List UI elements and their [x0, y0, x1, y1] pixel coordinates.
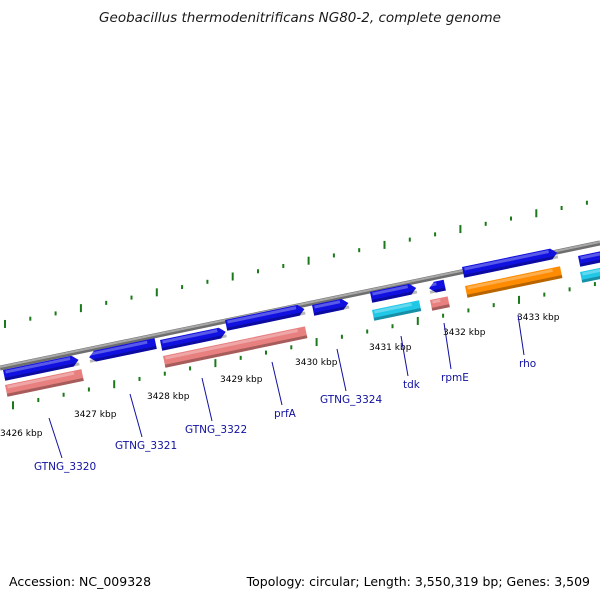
feature-body	[370, 283, 417, 303]
feature-body	[3, 355, 79, 381]
gene-label-prfA: prfA	[274, 408, 297, 420]
feature-body	[312, 298, 349, 316]
feature-track	[3, 248, 600, 397]
feature-rpmE	[429, 279, 446, 294]
feature-body	[372, 300, 422, 321]
feature-body	[429, 279, 446, 293]
feature-shade	[226, 311, 306, 331]
gene-labels: GTNG_3320 GTNG_3321 GTNG_3322 prfA GTNG_3324…	[34, 314, 536, 473]
feature-prfA-rna	[163, 326, 308, 368]
feature-GTNG_3321	[89, 338, 157, 363]
feature-highlight	[430, 282, 437, 287]
leader-line-prfA	[271, 361, 283, 406]
feature-highlight	[7, 371, 75, 389]
feature-body	[578, 251, 600, 267]
feature-rho	[462, 248, 559, 278]
feature-highlight	[374, 302, 412, 314]
feature-shade	[6, 377, 84, 397]
feature-highlight	[314, 300, 341, 309]
gene-label-tdk: tdk	[403, 379, 421, 391]
feature-shade	[89, 345, 157, 363]
feature-rpmE-rna	[430, 296, 450, 311]
leader-line-rho	[517, 314, 525, 356]
feature-highlight	[162, 329, 218, 344]
leader-line-GTNG_3324	[336, 348, 347, 392]
feature-GTNG_3322	[160, 327, 227, 351]
feature-highlight	[464, 250, 549, 271]
feature-body	[462, 248, 558, 278]
scale-label-3426: 3426 kbp	[0, 429, 43, 439]
gene-label-GTNG_3324: GTNG_3324	[320, 394, 382, 406]
feature-shade	[463, 255, 559, 278]
leader-line-GTNG_3321	[129, 393, 143, 438]
feature-rho-feature	[465, 266, 563, 298]
feature-highlight	[582, 268, 600, 276]
scale-label-3431: 3431 kbp	[369, 343, 412, 353]
feature-body	[430, 296, 450, 311]
feature-shade	[431, 304, 450, 311]
leader-line-rpmE	[443, 322, 452, 370]
leader-line-GTNG_3322	[201, 377, 213, 422]
scale-label-3428: 3428 kbp	[147, 392, 190, 402]
feature-shade	[466, 275, 563, 298]
feature-next-cds	[578, 251, 600, 267]
scale-labels: 3426 kbp 3427 kbp 3428 kbp 3429 kbp 3430 kbp…	[0, 313, 560, 439]
genome-summary-text: Topology: circular; Length: 3,550,319 bp…	[246, 574, 590, 589]
feature-body	[5, 369, 84, 397]
genome-title: Geobacillus thermodenitrificans NG80-2, …	[99, 10, 501, 26]
feature-tdk	[370, 283, 418, 303]
feature-body	[225, 304, 305, 331]
feature-shade	[164, 335, 308, 368]
leader-line-tdk	[400, 335, 409, 377]
feature-shade	[581, 273, 600, 283]
accession-text: Accession: NC_009328	[9, 574, 152, 589]
gene-label-GTNG_3320: GTNG_3320	[34, 461, 96, 473]
scale-label-3429: 3429 kbp	[220, 375, 263, 385]
upper-tick-track	[4, 200, 588, 328]
scale-label-3433: 3433 kbp	[517, 313, 560, 323]
feature-shade	[161, 334, 227, 351]
feature-prfA	[225, 304, 306, 331]
feature-shade	[429, 287, 446, 294]
feature-shade	[371, 290, 418, 303]
gene-label-GTNG_3322: GTNG_3322	[185, 424, 247, 436]
feature-highlight	[165, 329, 298, 360]
feature-body	[160, 327, 226, 351]
feature-shade	[313, 305, 350, 316]
feature-highlight	[467, 268, 553, 290]
feature-body	[580, 265, 600, 283]
feature-next-feature	[580, 265, 600, 283]
feature-shade	[579, 257, 600, 267]
feature-highlight	[227, 306, 297, 324]
feature-tdk-feature	[372, 300, 422, 321]
feature-GTNG_3320	[3, 355, 80, 381]
feature-highlight	[580, 252, 600, 260]
scale-label-3430: 3430 kbp	[295, 358, 338, 368]
gene-label-GTNG_3321: GTNG_3321	[115, 440, 177, 452]
feature-shade	[4, 362, 80, 381]
feature-highlight	[90, 340, 148, 356]
gene-label-rpmE: rpmE	[441, 372, 469, 384]
scale-label-3427: 3427 kbp	[74, 410, 117, 420]
gene-label-rho: rho	[519, 358, 536, 370]
feature-GTNG_3320-rna	[5, 369, 84, 397]
feature-body	[89, 338, 157, 362]
feature-highlight	[5, 357, 71, 374]
feature-highlight	[372, 285, 409, 296]
scale-label-3432: 3432 kbp	[443, 328, 486, 338]
feature-body	[465, 266, 563, 298]
leader-line-GTNG_3320	[48, 417, 63, 459]
lower-tick-track	[12, 282, 596, 410]
feature-body	[163, 326, 308, 368]
feature-GTNG_3324	[312, 298, 350, 316]
feature-highlight	[432, 298, 441, 304]
feature-shade	[373, 308, 422, 321]
